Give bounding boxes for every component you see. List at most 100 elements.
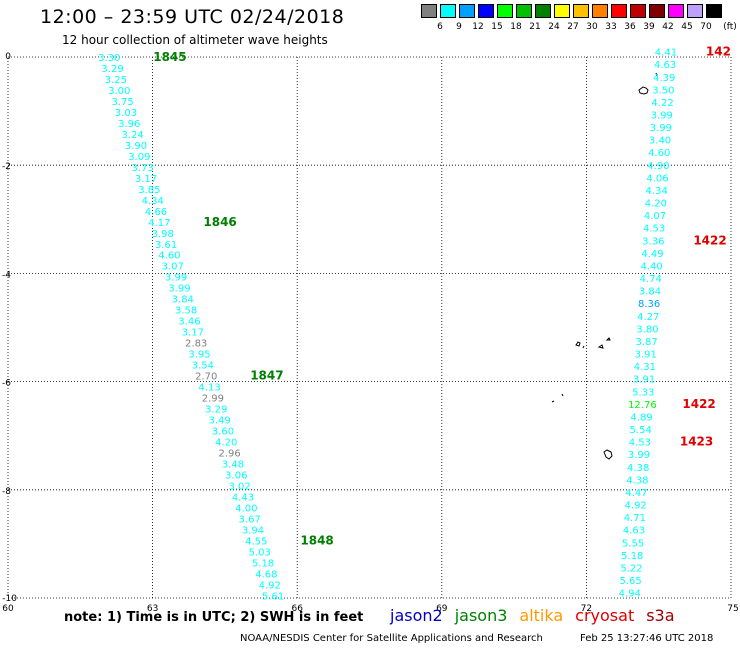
swh-value: 3.25 (105, 75, 127, 86)
legend-label: 15 (491, 22, 503, 32)
island-1 (655, 72, 658, 77)
swh-value: 4.31 (634, 362, 656, 373)
orbit-rev-label: 1423 (680, 435, 713, 449)
legend-label: 6 (437, 22, 443, 32)
swh-value: 3.90 (125, 141, 147, 152)
swh-value: 3.17 (135, 174, 157, 185)
swh-value: 2.96 (218, 448, 240, 459)
swh-value: 4.60 (158, 251, 180, 262)
satellite-altika: altika (519, 606, 564, 625)
swh-value: 4.55 (245, 536, 267, 547)
legend-label: 18 (510, 22, 522, 32)
legend-label: 45 (681, 22, 693, 32)
orbit-rev-label: 142 (706, 45, 731, 59)
lon-tick-label: 75 (727, 604, 738, 614)
swh-value: 3.54 (192, 361, 214, 372)
swh-value: 3.58 (175, 306, 197, 317)
swh-value: 4.13 (198, 383, 220, 394)
swh-value: 3.99 (168, 284, 190, 295)
satellite-cryosat: cryosat (575, 606, 635, 625)
swh-value: 3.03 (115, 108, 137, 119)
swh-value: 3.95 (188, 350, 210, 361)
legend-swatch (573, 4, 589, 18)
swh-value: 4.20 (645, 199, 667, 210)
swh-value: 3.60 (212, 427, 234, 438)
swh-value: 3.07 (162, 262, 184, 273)
legend-label: 36 (624, 22, 636, 32)
swh-value: 3.91 (635, 350, 657, 361)
legend-swatch (535, 4, 551, 18)
swh-value: 3.17 (182, 328, 204, 339)
swh-value: 3.84 (172, 295, 194, 306)
lat-tick-label: -4 (2, 270, 11, 280)
swh-value: 5.33 (632, 387, 654, 398)
swh-value: 3.99 (165, 273, 187, 284)
swh-value: 4.60 (648, 148, 670, 159)
swh-value: 3.29 (205, 405, 227, 416)
orbit-rev-label: 1422 (682, 397, 715, 411)
legend-swatch (421, 4, 437, 18)
swh-value: 3.46 (178, 317, 200, 328)
orbit-rev-label: 1848 (300, 533, 333, 547)
legend-label: 24 (548, 22, 560, 32)
legend-label: 21 (529, 22, 541, 32)
swh-value: 5.18 (621, 551, 643, 562)
swh-value: 4.34 (142, 196, 164, 207)
lon-tick-label: 66 (291, 604, 303, 614)
swh-value: 4.22 (651, 98, 673, 109)
swh-value: 4.38 (627, 463, 649, 474)
swh-value: 3.40 (649, 136, 671, 147)
swh-value: 4.40 (641, 261, 663, 272)
satellite-jason2: jason2 (390, 606, 443, 625)
swh-value: 3.85 (138, 185, 160, 196)
swh-value: 3.87 (635, 337, 657, 348)
lon-tick-label: 63 (147, 604, 158, 614)
swh-value: 3.84 (639, 287, 661, 298)
swh-value: 4.27 (637, 312, 659, 323)
generation-timestamp: Feb 25 13:27:46 UTC 2018 (580, 633, 714, 644)
satellite-jason3: jason3 (454, 606, 508, 625)
orbit-rev-label: 1847 (250, 369, 283, 383)
island-4 (551, 393, 564, 403)
legend-swatch (706, 4, 722, 18)
lat-tick-label: -8 (2, 487, 11, 497)
swh-value: 5.61 (262, 591, 284, 602)
swh-value: 3.50 (652, 85, 674, 96)
legend-swatch (649, 4, 665, 18)
swh-value: 4.47 (625, 488, 647, 499)
swh-value: 4.43 (232, 492, 254, 503)
swh-value: 4.94 (619, 589, 641, 600)
swh-value: 5.55 (622, 538, 644, 549)
legend-label: 30 (586, 22, 598, 32)
swh-value: 4.34 (646, 186, 668, 197)
swh-value: 3.49 (208, 416, 230, 427)
island-3 (575, 337, 611, 349)
lat-tick-label: -6 (2, 379, 11, 389)
lon-tick-label: 72 (581, 604, 592, 614)
swh-value: 3.75 (111, 97, 133, 108)
swh-value: 3.61 (155, 240, 177, 251)
swh-value: 4.00 (235, 503, 257, 514)
legend-label: 70 (700, 22, 712, 32)
swh-value: 3.94 (242, 525, 264, 536)
swh-value: 4.41 (655, 48, 677, 59)
altimeter-tracks: 3.303.293.253.003.753.033.963.243.903.09… (98, 45, 731, 603)
swh-value: 2.99 (202, 394, 224, 405)
swh-value: 3.09 (128, 152, 150, 163)
swh-value: 4.38 (626, 475, 648, 486)
orbit-rev-label: 1422 (693, 233, 726, 247)
swh-value: 3.96 (118, 119, 140, 130)
swh-value: 4.63 (654, 60, 676, 71)
swh-value: 3.24 (121, 130, 143, 141)
swh-value: 3.36 (642, 236, 664, 247)
lat-tick-label: -2 (2, 162, 11, 172)
swh-value: 3.00 (108, 86, 130, 97)
legend-swatch (630, 4, 646, 18)
swh-value: 4.49 (641, 249, 663, 260)
track-jason3: 3.303.293.253.003.753.033.963.243.903.09… (98, 50, 334, 602)
swh-value: 5.18 (252, 558, 274, 569)
swh-value: 2.70 (195, 372, 217, 383)
swh-value: 4.63 (623, 526, 645, 537)
swh-value: 3.02 (229, 481, 251, 492)
swh-value: 8.36 (638, 299, 660, 310)
